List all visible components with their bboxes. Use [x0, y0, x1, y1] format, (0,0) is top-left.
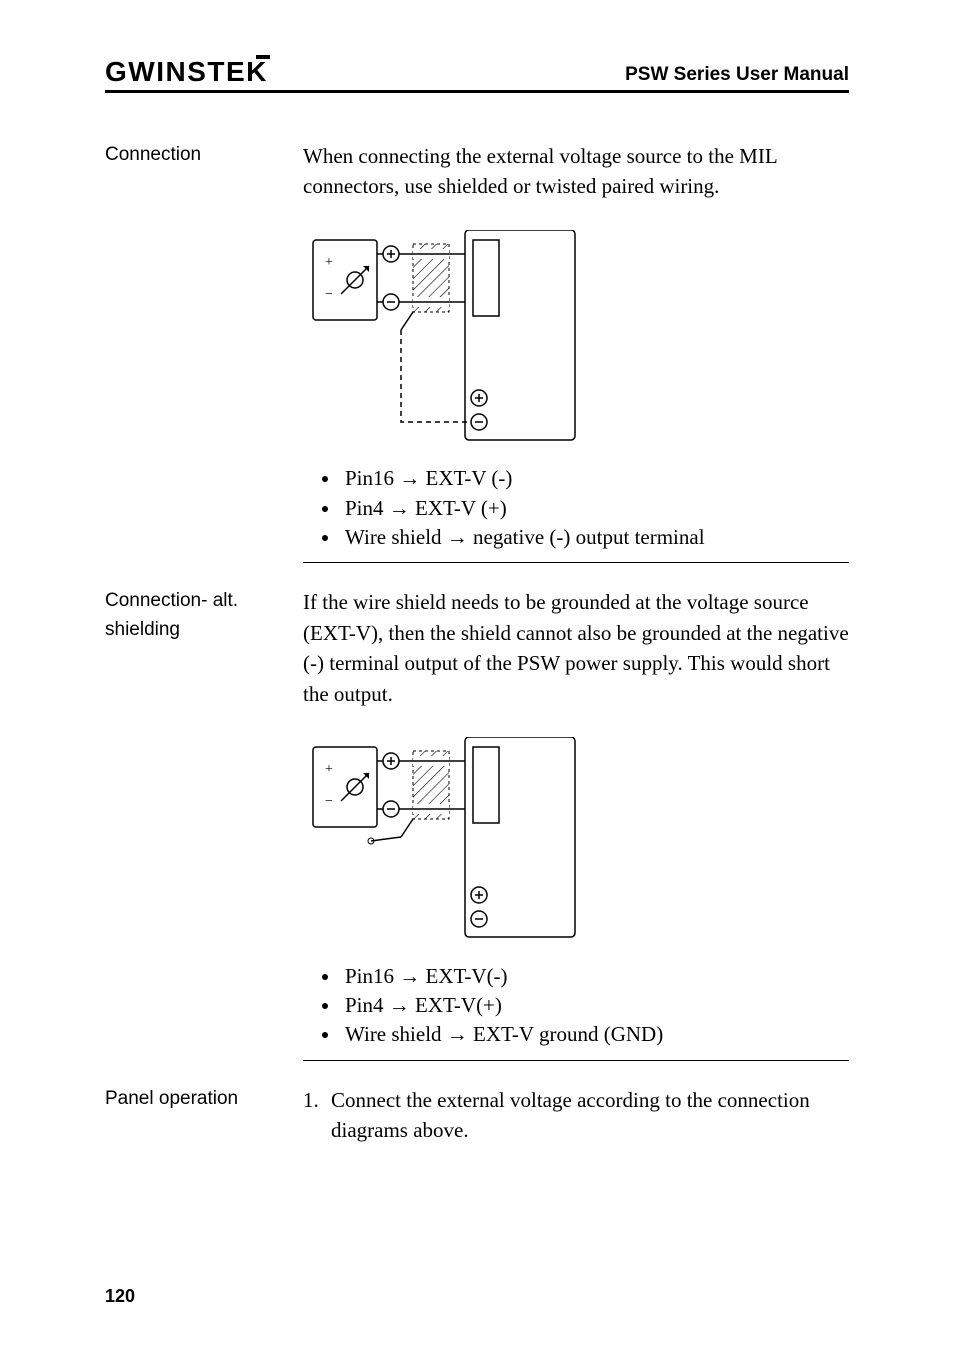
step-text: Connect the external voltage according t… — [331, 1085, 849, 1146]
list-item: Wire shield → EXT-V ground (GND) — [341, 1020, 849, 1049]
manual-title: PSW Series User Manual — [625, 64, 849, 86]
bullet-list-2: Pin16 → EXT-V(-) Pin4 → EXT-V(+) Wire sh… — [303, 962, 849, 1050]
page-header: GWINSTEK PSW Series User Manual — [105, 58, 849, 93]
list-item: Pin4 → EXT-V (+) — [341, 494, 849, 523]
step-number: 1. — [303, 1085, 331, 1146]
bullet-list-1: Pin16 → EXT-V (-) Pin4 → EXT-V (+) Wire … — [303, 464, 849, 552]
connection-diagram-2: +− — [303, 737, 849, 951]
logo-text: GWINSTEK — [105, 58, 268, 86]
section-label: Connection- alt. shielding — [105, 587, 303, 1049]
section-divider — [303, 562, 849, 563]
section-alt-shielding: Connection- alt. shielding If the wire s… — [105, 587, 849, 1049]
section-label: Panel operation — [105, 1085, 303, 1146]
section-panel-operation: Panel operation 1. Connect the external … — [105, 1085, 849, 1146]
list-item: Pin4 → EXT-V(+) — [341, 991, 849, 1020]
body-text: When connecting the external voltage sou… — [303, 141, 849, 202]
section-label: Connection — [105, 141, 303, 552]
wiring-schematic-1: +− — [303, 230, 593, 446]
body-text: If the wire shield needs to be grounded … — [303, 587, 849, 709]
section-body: 1. Connect the external voltage accordin… — [303, 1085, 849, 1146]
wiring-schematic-2: +− — [303, 737, 593, 943]
section-body: When connecting the external voltage sou… — [303, 141, 849, 552]
numbered-step: 1. Connect the external voltage accordin… — [303, 1085, 849, 1146]
page-number: 120 — [105, 1286, 135, 1307]
svg-text:−: − — [325, 287, 333, 302]
list-item: Wire shield → negative (-) output termin… — [341, 523, 849, 552]
svg-text:−: − — [325, 794, 333, 809]
section-divider — [303, 1060, 849, 1061]
section-connection: Connection When connecting the external … — [105, 141, 849, 552]
section-body: If the wire shield needs to be grounded … — [303, 587, 849, 1049]
connection-diagram-1: +− — [303, 230, 849, 454]
svg-text:+: + — [325, 255, 333, 270]
list-item: Pin16 → EXT-V (-) — [341, 464, 849, 493]
list-item: Pin16 → EXT-V(-) — [341, 962, 849, 991]
svg-text:+: + — [325, 762, 333, 777]
brand-logo: GWINSTEK — [105, 58, 268, 86]
